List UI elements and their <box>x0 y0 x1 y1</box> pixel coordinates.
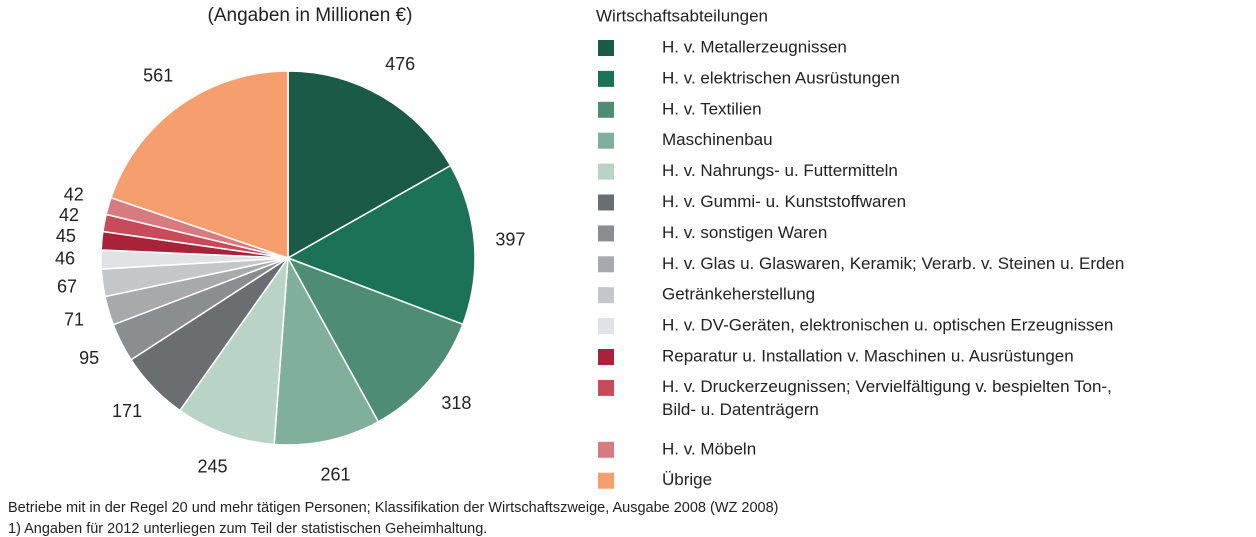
legend-label: H. v. Glas u. Glaswaren, Keramik; Verarb… <box>662 254 1124 273</box>
legend-swatch <box>598 40 614 56</box>
legend-label: H. v. Metallerzeugnissen <box>662 37 847 56</box>
legend-label: H. v. Gummi- u. Kunststoffwaren <box>662 192 906 211</box>
data-label: 42 <box>64 185 84 205</box>
legend-label: Maschinenbau <box>662 130 773 149</box>
note: Betriebe mit in der Regel 20 und mehr tä… <box>8 500 779 516</box>
data-label: 561 <box>143 65 173 85</box>
data-label: 95 <box>79 348 99 368</box>
legend-label-line: Bild- u. Datenträgern <box>662 400 819 419</box>
legend-label: Übrige <box>662 470 712 489</box>
legend-label: H. v. Nahrungs- u. Futtermitteln <box>662 161 898 180</box>
data-label: 71 <box>64 310 84 330</box>
legend-label: H. v. elektrischen Ausrüstungen <box>662 68 900 87</box>
legend-label: H. v. DV-Geräten, elektronischen u. opti… <box>662 316 1113 335</box>
legend-swatch <box>598 287 614 304</box>
data-label: 46 <box>55 249 75 269</box>
pie-slice <box>110 70 289 260</box>
legend-label-line: H. v. Druckerzeugnissen; Vervielfältigun… <box>662 377 1112 396</box>
data-label: 261 <box>321 465 351 485</box>
legend-swatch <box>598 349 614 365</box>
legend-label: H. v. Möbeln <box>662 439 756 458</box>
legend-label: Reparatur u. Installation v. Maschinen u… <box>662 346 1074 365</box>
legend-swatch <box>598 101 614 118</box>
legend-label: Getränkeherstellung <box>662 285 815 304</box>
data-label: 42 <box>59 205 79 225</box>
data-label: 171 <box>112 401 142 421</box>
legend-label: H. v. Druckerzeugnissen; Vervielfältigun… <box>662 377 1112 419</box>
data-label: 397 <box>495 230 525 250</box>
pie-slice <box>286 256 464 423</box>
pie-slice <box>286 164 476 326</box>
legend-label: H. v. sonstigen Waren <box>662 223 827 242</box>
chart-subtitle: (Angaben in Millionen €) <box>208 5 413 26</box>
data-label: 245 <box>197 457 227 477</box>
legend-swatch <box>598 132 614 149</box>
legend-swatch <box>598 472 614 489</box>
note: 1) Angaben für 2012 unterliegen zum Teil… <box>8 521 487 537</box>
legend-swatch <box>598 225 614 242</box>
legend-swatch <box>598 318 614 335</box>
pie-slice <box>273 255 380 446</box>
legend-swatch <box>598 379 614 396</box>
legend-label: H. v. Textilien <box>662 99 762 118</box>
legend-swatch <box>598 256 614 273</box>
data-label: 67 <box>57 276 77 296</box>
data-label: 318 <box>441 393 471 413</box>
legend-swatch <box>598 194 614 211</box>
pie-slice <box>178 255 289 446</box>
legend-swatch <box>598 163 614 180</box>
pie-slice <box>287 70 452 260</box>
data-label: 476 <box>385 54 415 74</box>
legend-title: Wirtschaftsabteilungen <box>596 6 768 25</box>
data-label: 45 <box>56 226 76 246</box>
legend-swatch <box>598 441 614 458</box>
legend-swatch <box>598 70 614 87</box>
